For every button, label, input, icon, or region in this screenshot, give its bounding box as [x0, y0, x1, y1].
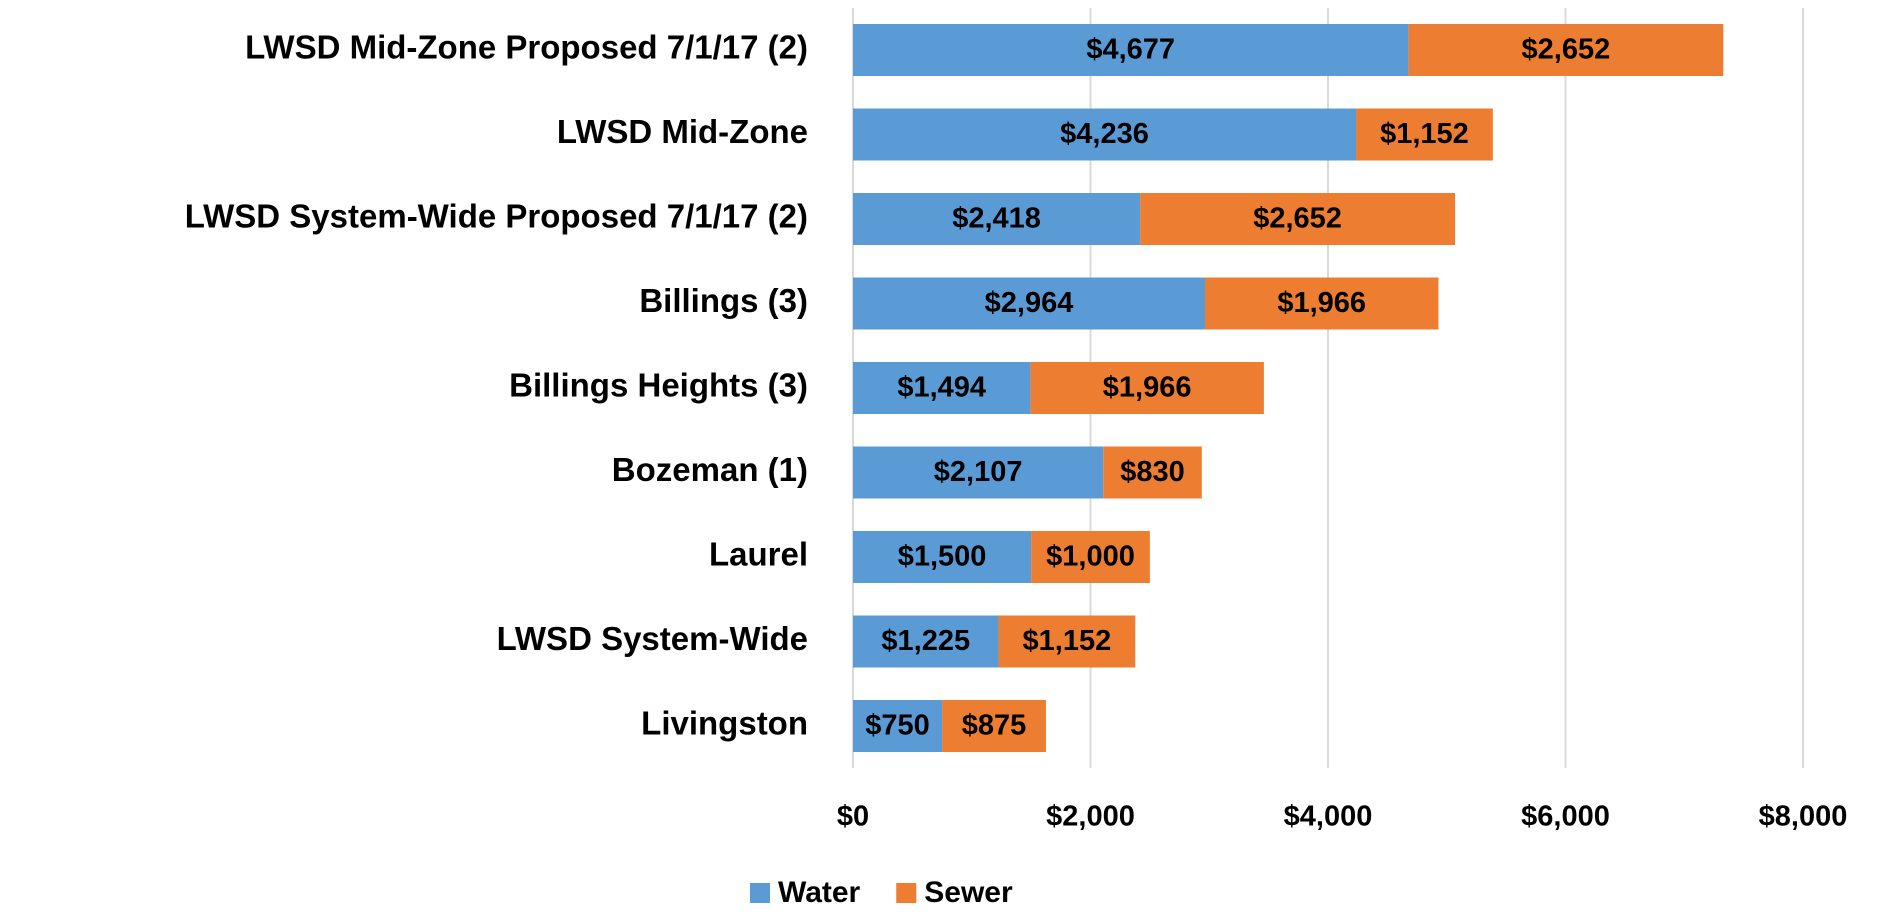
bar: [853, 108, 1357, 161]
data-label: $875: [962, 710, 1027, 742]
bar: [1204, 277, 1439, 330]
bar: [1140, 193, 1456, 245]
x-tick-label: $2,000: [1046, 801, 1135, 833]
data-label: $750: [865, 710, 930, 742]
data-label: $1,494: [897, 372, 986, 404]
bar: [853, 446, 1104, 499]
bar: [1031, 531, 1150, 583]
data-label: $1,966: [1103, 372, 1192, 404]
bar: [1103, 446, 1202, 499]
category-label: LWSD System-Wide Proposed 7/1/17 (2): [185, 198, 808, 235]
data-label: $1,152: [1380, 118, 1469, 150]
bar: [1030, 362, 1264, 414]
x-tick-label: $8,000: [1759, 801, 1848, 833]
bar: [853, 531, 1032, 583]
bar: [853, 193, 1141, 245]
x-tick-label: $0: [837, 801, 869, 833]
data-label: $2,107: [934, 456, 1023, 488]
bar: [853, 362, 1031, 414]
data-label: $1,000: [1046, 541, 1135, 573]
data-label: $2,652: [1253, 203, 1342, 235]
data-label: $2,964: [985, 287, 1074, 319]
bar: [853, 615, 999, 668]
data-label: $1,152: [1023, 625, 1112, 657]
bar: [853, 700, 943, 752]
legend-swatch: [896, 883, 917, 903]
data-label: $4,677: [1086, 34, 1175, 66]
category-label: LWSD System-Wide: [497, 620, 808, 657]
data-label: $1,966: [1277, 287, 1366, 319]
legend-label: Water: [778, 876, 861, 909]
category-label: LWSD Mid-Zone: [557, 113, 808, 150]
bar: [1408, 24, 1724, 76]
data-label: $1,225: [881, 625, 970, 657]
category-label: Bozeman (1): [612, 451, 808, 488]
legend-label: Sewer: [924, 876, 1013, 909]
bar: [998, 615, 1136, 668]
category-label: Laurel: [709, 536, 808, 573]
category-label: LWSD Mid-Zone Proposed 7/1/17 (2): [245, 29, 808, 66]
bar: [942, 700, 1046, 752]
bar: [853, 24, 1409, 76]
category-label: Billings (3): [639, 282, 808, 319]
data-label: $2,418: [952, 203, 1041, 235]
category-label: Billings Heights (3): [509, 367, 808, 404]
data-label: $4,236: [1060, 118, 1149, 150]
data-label: $830: [1120, 456, 1185, 488]
x-tick-label: $6,000: [1521, 801, 1610, 833]
bar: [853, 277, 1205, 330]
x-tick-label: $4,000: [1284, 801, 1373, 833]
bar: [1356, 108, 1493, 161]
data-label: $1,500: [898, 541, 987, 573]
legend-swatch: [750, 883, 770, 903]
category-label: Livingston: [641, 705, 808, 742]
data-label: $2,652: [1522, 34, 1611, 66]
